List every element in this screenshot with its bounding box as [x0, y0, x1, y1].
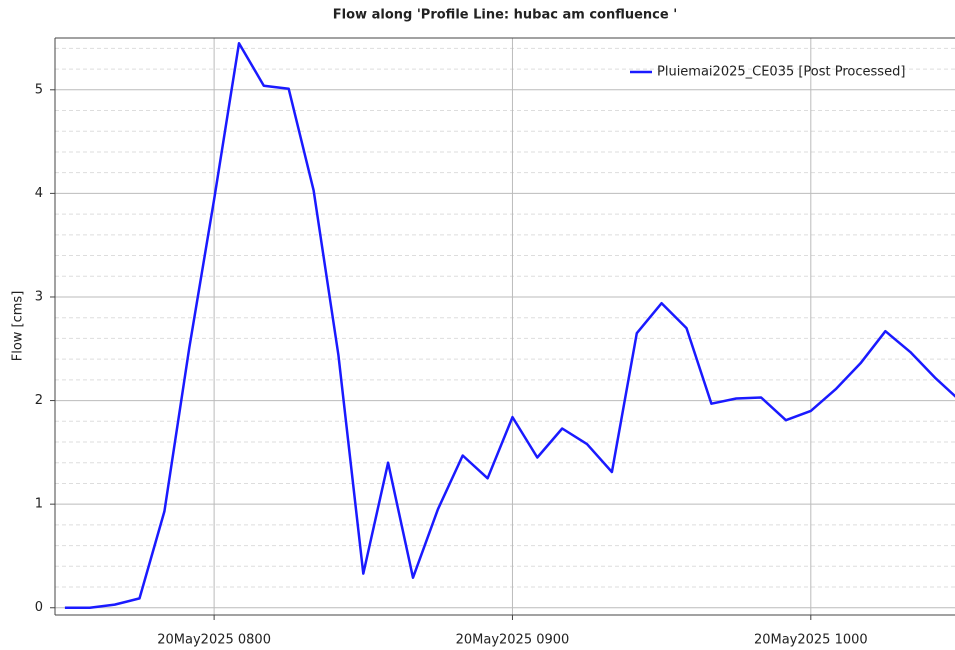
y-tick-label: 4 [35, 186, 43, 201]
plot-area [64, 41, 955, 609]
legend-label: Pluiemai2025_CE035 [Post Processed] [657, 65, 905, 80]
y-tick-label: 2 [35, 393, 43, 408]
y-tick-label: 3 [35, 289, 43, 304]
line-series [64, 41, 955, 609]
y-tick-label: 0 [35, 600, 43, 615]
x-tick-label: 20May2025 1000 [754, 633, 868, 648]
x-tick-label: 20May2025 0900 [456, 633, 570, 648]
y-axis-label: Flow [cms] [11, 291, 26, 362]
y-tick-label: 5 [35, 82, 43, 97]
x-tick-label: 20May2025 0800 [157, 633, 271, 648]
chart-title: Flow along 'Profile Line: hubac am confl… [333, 8, 677, 23]
y-tick-label: 1 [35, 497, 43, 512]
